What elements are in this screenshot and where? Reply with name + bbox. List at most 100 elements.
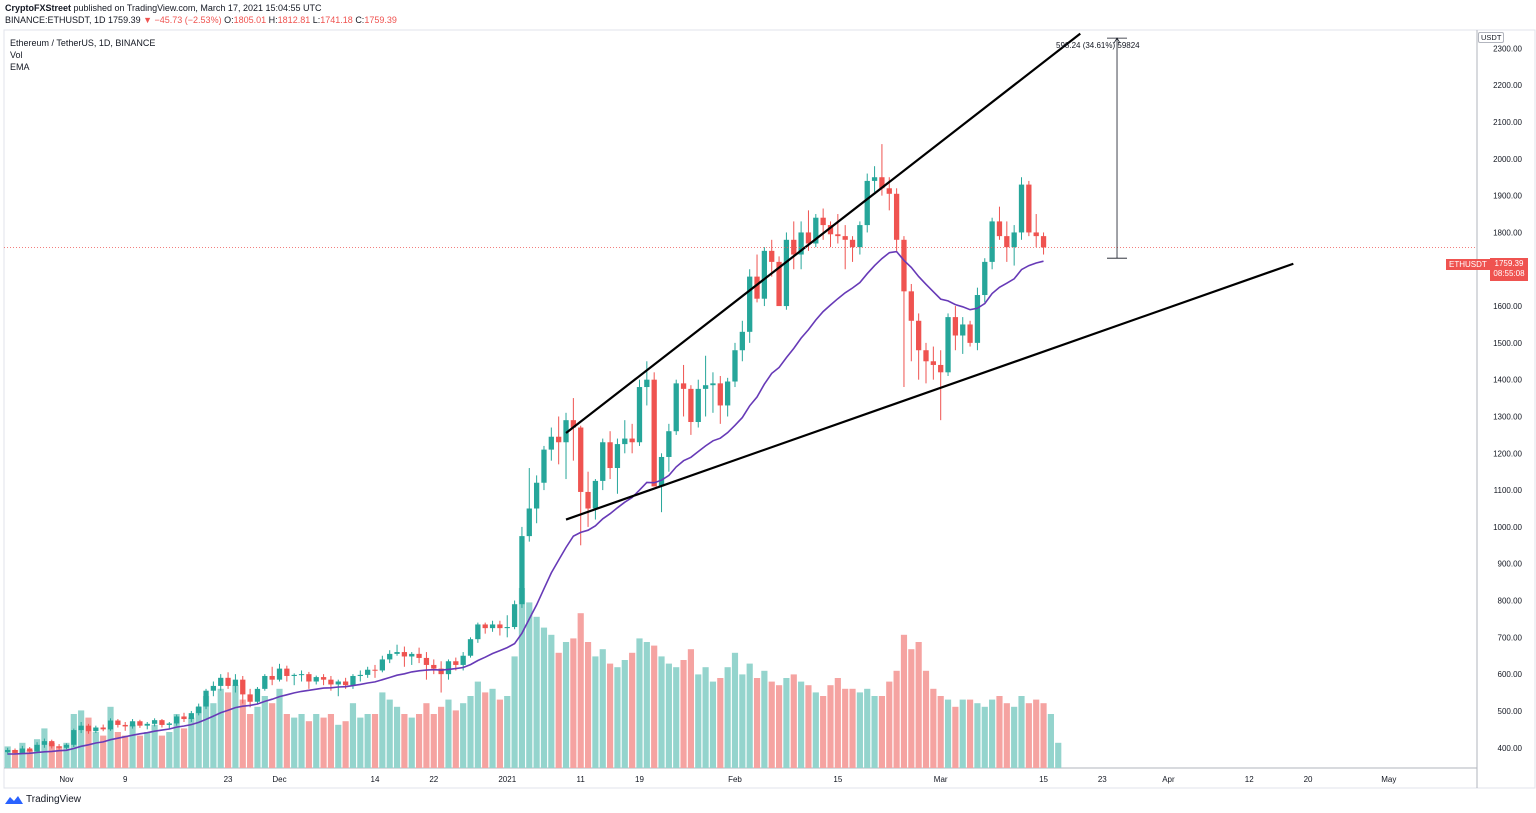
measure-arrow [1113,37,1121,44]
price-tick-label: 1200.00 [1493,449,1522,458]
candle-body [196,706,202,714]
volume-bar [1040,703,1047,768]
volume-bar [812,692,819,768]
volume-bar [548,634,555,768]
candle-body [1011,232,1017,248]
candle-body [893,193,900,240]
volume-bar [364,714,371,768]
open-value: 1805.01 [233,15,267,25]
volume-bar [48,742,55,768]
volume-bar [92,732,99,768]
publisher-line: CryptoFXStreet published on TradingView.… [5,3,322,13]
volume-bar [504,696,511,768]
legend-title[interactable]: Ethereum / TetherUS, 1D, BINANCE [10,38,156,48]
close-label: C: [355,15,365,25]
currency-badge[interactable]: USDT [1478,32,1505,43]
volume-bar [607,663,614,768]
volume-bar [78,710,85,768]
volume-bar [570,638,577,768]
candle-body [710,383,716,386]
candle-body [12,749,18,753]
volume-bar [893,670,900,768]
price-tick-label: 1400.00 [1493,376,1522,385]
candle-body [416,653,422,658]
volume-bar [342,721,349,768]
legend-ema[interactable]: EMA [10,62,30,72]
price-tick-label: 1900.00 [1493,192,1522,201]
legend-vol[interactable]: Vol [10,50,23,60]
time-tick-label: 23 [224,775,233,784]
measure-label: 598.24 (34.61%) 59824 [1056,41,1140,50]
trendlines [565,32,1294,521]
volume-bar [849,688,856,768]
chart-frame [3,29,1536,789]
volume-bar [798,681,805,768]
candle-body [298,674,305,676]
ema-line [7,250,1044,755]
volume-bar [775,685,783,768]
time-tick-label: Nov [59,775,73,784]
volume-bar [107,706,114,768]
time-axis[interactable]: Nov 9 23 Dec 14 22 2021 11 19 Feb 15 Mar 15 23 Apr 12 20… [59,775,1396,784]
volume-bar [724,667,731,768]
candle-body [879,177,885,189]
candle-body [63,744,70,748]
price-tick-label: 600.00 [1498,670,1523,679]
candle-body [438,668,444,675]
volume-bar [981,706,988,768]
volume-bar [11,750,19,768]
volume-bar [423,703,430,768]
candle-body [107,720,114,730]
candle-body [989,221,995,262]
candle-body [335,681,341,685]
price-axis[interactable]: 400.00 500.00 600.00 700.00 800.00 900.00 1000… [1493,44,1522,752]
volume-bar [621,660,628,768]
volume-bar [335,724,342,768]
candle-body [203,690,209,707]
volume-bar [269,703,276,768]
last-price: 1759.39 [108,15,141,25]
volume-bar [320,717,327,768]
last-price-tag: 1759.39 08:55:08 [1490,258,1528,281]
candle-body [945,317,951,373]
volume-bar [224,692,232,768]
volume-bar [460,703,467,768]
volume-bar [239,699,246,768]
price-tick-label: 1100.00 [1494,486,1523,495]
candle-body [210,685,217,691]
candle-body [960,324,966,336]
volume-bar [989,699,996,768]
volume-bar [202,696,210,768]
candle-body [159,720,165,725]
volume-bar [349,703,357,768]
candle-body [578,427,584,492]
candle-body [218,677,224,686]
tradingview-branding[interactable]: TradingView [5,794,81,805]
volume-bar [482,692,489,768]
candle-body [431,664,437,669]
price-tick-label: 1300.00 [1493,412,1522,421]
volume-bar [746,663,753,768]
candle-body [129,721,136,727]
candle-body [379,659,385,671]
volume-bar [915,642,922,768]
candle-body [680,383,687,389]
volume-bar [526,602,533,768]
volume-bar [996,696,1003,768]
price-tick-label: 500.00 [1498,707,1523,716]
candle-body [144,723,150,726]
candle-body [629,438,635,443]
candle-body [1026,184,1032,233]
candle-body [688,388,694,423]
publisher-name[interactable]: CryptoFXStreet [5,3,72,13]
volume-bar [305,721,312,768]
volume-bar [26,750,33,768]
volume-bar [511,656,518,768]
volume-bar [834,678,841,768]
price-change: ▼ −45.73 (−2.53%) [143,15,222,25]
candle-body [56,746,62,748]
volume-bar [210,703,217,768]
candle-body [401,652,408,657]
volume-bar [158,735,166,768]
